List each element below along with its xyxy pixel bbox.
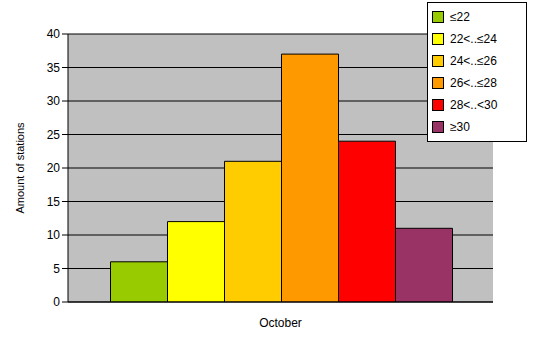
svg-text:20: 20 — [47, 161, 61, 175]
svg-text:October: October — [259, 316, 302, 330]
svg-text:25: 25 — [47, 128, 61, 142]
svg-text:5: 5 — [53, 262, 60, 276]
svg-text:40: 40 — [47, 27, 61, 41]
html-text:22<..≤24: 22<..≤24 — [450, 32, 497, 46]
html-text:28<..<30: 28<..<30 — [450, 98, 498, 112]
svg-text:15: 15 — [47, 195, 61, 209]
svg-text:0: 0 — [53, 295, 60, 309]
svg-text:30: 30 — [47, 94, 61, 108]
html-text:26<..≤28: 26<..≤28 — [450, 76, 497, 90]
svg-text:10: 10 — [47, 228, 61, 242]
html-text:24<..≤26: 24<..≤26 — [450, 54, 497, 68]
svg-text:35: 35 — [47, 61, 61, 75]
html-text:≥30: ≥30 — [450, 120, 470, 134]
html-text:≤22: ≤22 — [450, 10, 470, 24]
svg-text:Amount of stations: Amount of stations — [14, 122, 26, 214]
